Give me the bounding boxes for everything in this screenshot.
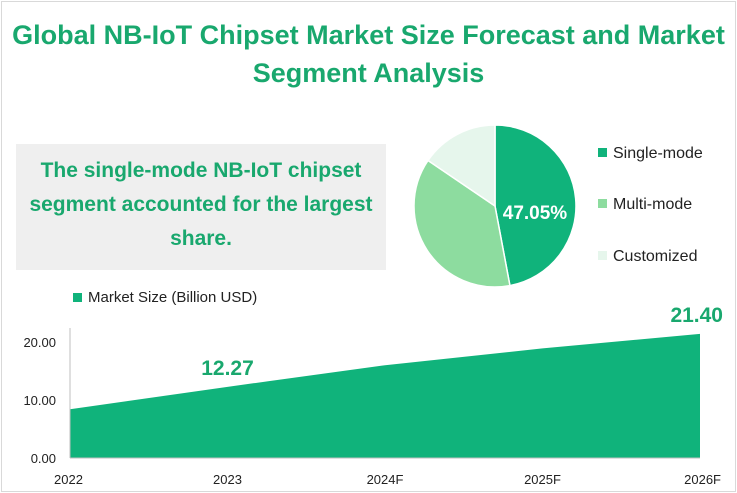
area-data-label: 21.40 xyxy=(670,304,723,327)
pie-legend-label: Single-mode xyxy=(613,145,703,162)
y-tick-label: 0.00 xyxy=(31,451,56,466)
callout-text: The single-mode NB-IoT chipset segment a… xyxy=(29,159,373,250)
y-tick-label: 20.00 xyxy=(23,335,56,350)
x-tick-label: 2024F xyxy=(367,472,404,487)
pie-legend-item-customized: Customized xyxy=(598,247,697,267)
pie-slice-multi-mode xyxy=(413,159,511,288)
legend-swatch-customized xyxy=(598,251,607,261)
x-tick-label: 2023 xyxy=(213,472,242,487)
callout-box: The single-mode NB-IoT chipset segment a… xyxy=(16,144,386,270)
area-series-market-size xyxy=(70,333,700,458)
area-legend: Market Size (Billion USD) xyxy=(73,288,257,308)
legend-swatch-market-size xyxy=(73,292,82,302)
pie-slice-single-mode xyxy=(494,124,577,287)
area-legend-label: Market Size (Billion USD) xyxy=(88,289,258,306)
pie-legend-label: Multi-mode xyxy=(613,196,693,213)
chart-title: Global NB-IoT Chipset Market Size Foreca… xyxy=(12,20,725,88)
x-tick-label: 2025F xyxy=(524,472,561,487)
pie-data-label: 47.05% xyxy=(503,203,568,224)
pie-legend-item-multi-mode: Multi-mode xyxy=(598,195,692,215)
area-data-label: 12.27 xyxy=(201,357,254,380)
pie-legend-item-single-mode: Single-mode xyxy=(598,144,703,164)
y-tick-label: 10.00 xyxy=(23,393,56,408)
legend-swatch-multi-mode xyxy=(598,199,607,209)
legend-swatch-single-mode xyxy=(598,148,607,158)
pie-legend-label: Customized xyxy=(613,248,698,265)
x-tick-label: 2022 xyxy=(54,472,83,487)
pie-slice-customized xyxy=(426,124,496,208)
x-tick-label: 2026F xyxy=(684,472,721,487)
